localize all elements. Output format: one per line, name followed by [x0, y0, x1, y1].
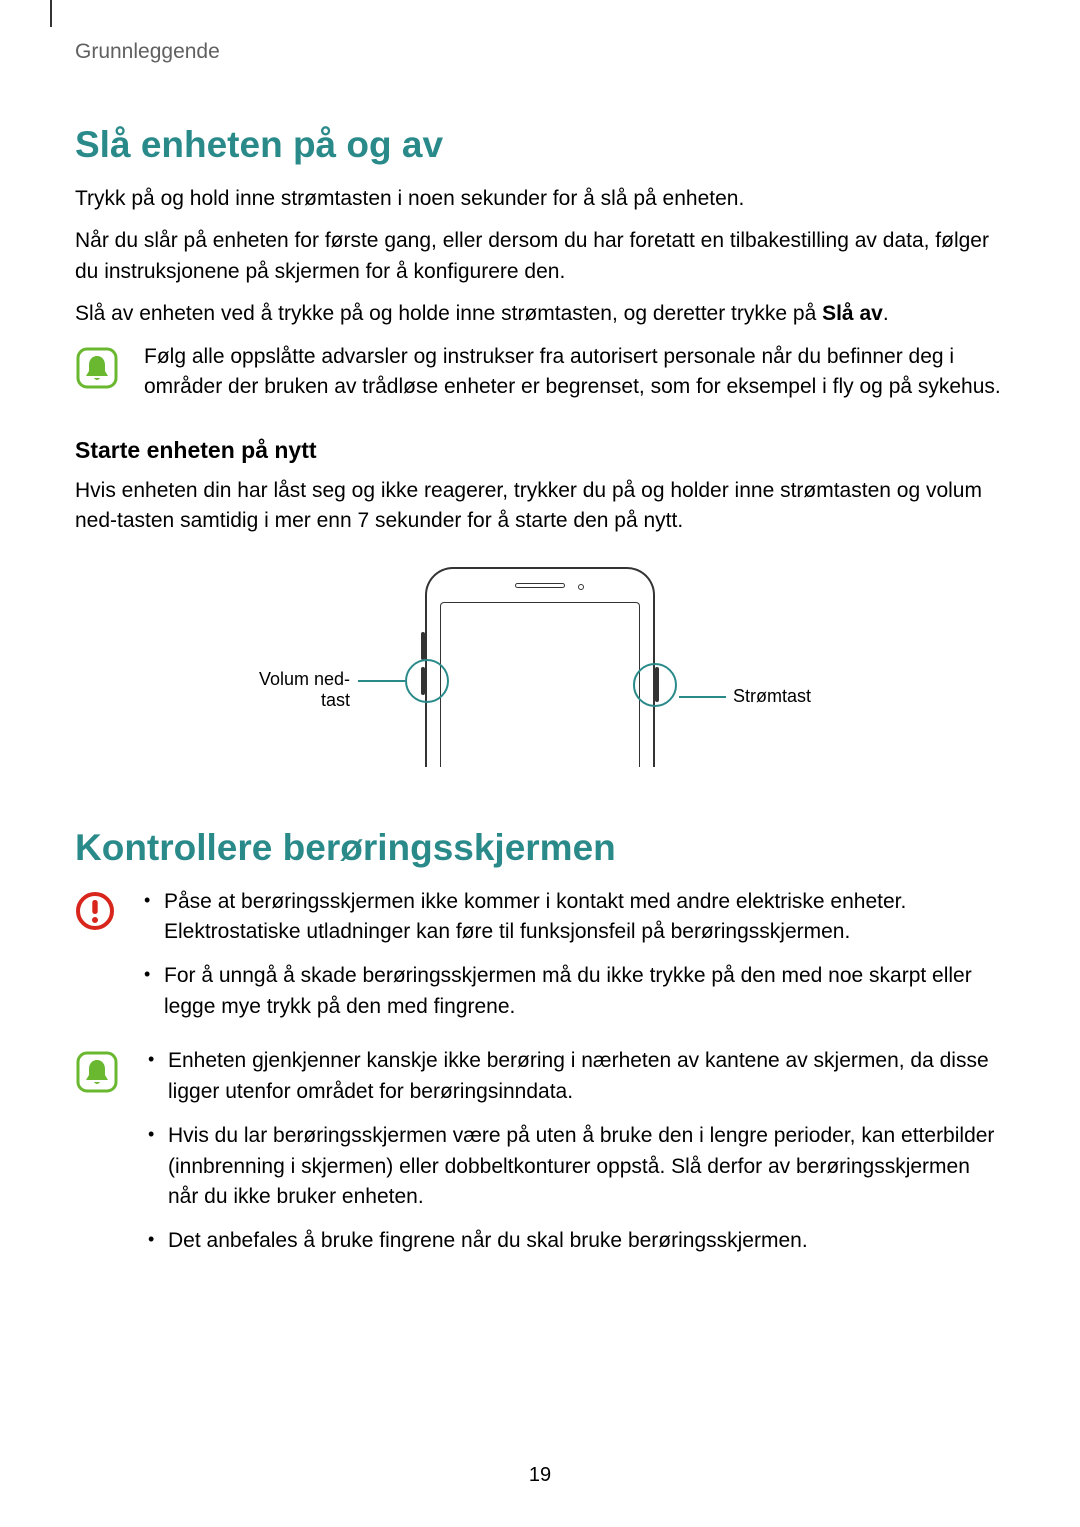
leader-line-left [358, 680, 405, 682]
phone-camera [578, 584, 584, 590]
section-header: Grunnleggende [75, 40, 1005, 64]
bell-note-icon [75, 1050, 119, 1094]
volume-up-button [421, 632, 425, 660]
heading-touchscreen: Kontrollere berøringsskjermen [75, 827, 1005, 869]
info-bullet-2: Hvis du lar berøringsskjermen være på ut… [144, 1121, 1005, 1212]
para-3-bold: Slå av [822, 302, 883, 325]
highlight-circle-left [405, 659, 449, 703]
note-block-1: Følg alle oppslåtte advarsler og instruk… [75, 342, 1005, 403]
para-3: Slå av enheten ved å trykke på og holde … [75, 299, 1005, 329]
para-3-post: . [883, 302, 889, 325]
label-power: Strømtast [733, 686, 811, 707]
page-number: 19 [0, 1464, 1080, 1487]
phone-speaker [515, 583, 565, 588]
subheading-restart: Starte enheten på nytt [75, 437, 1005, 464]
note-text-1: Følg alle oppslåtte advarsler og instruk… [144, 342, 1005, 403]
heading-power: Slå enheten på og av [75, 124, 1005, 166]
label-volume-down: Volum ned-tast [230, 669, 350, 711]
para-1: Trykk på og hold inne strømtasten i noen… [75, 184, 1005, 214]
note-para-1: Følg alle oppslåtte advarsler og instruk… [144, 342, 1005, 403]
caution-icon [75, 891, 115, 931]
info-block-2: Enheten gjenkjenner kanskje ikke berørin… [75, 1046, 1005, 1271]
para-3-pre: Slå av enheten ved å trykke på og holde … [75, 302, 822, 325]
warning-block: Påse at berøringsskjermen ikke kommer i … [75, 887, 1005, 1037]
phone-diagram-wrap: Volum ned-tast Strømtast [75, 567, 1005, 767]
leader-line-right [679, 696, 726, 698]
info-bullet-3: Det anbefales å bruke fingrene når du sk… [144, 1226, 1005, 1256]
info-bullet-1: Enheten gjenkjenner kanskje ikke berørin… [144, 1046, 1005, 1107]
warning-list: Påse at berøringsskjermen ikke kommer i … [140, 887, 1005, 1023]
warning-text: Påse at berøringsskjermen ikke kommer i … [140, 887, 1005, 1037]
highlight-circle-right [633, 663, 677, 707]
info-text-2: Enheten gjenkjenner kanskje ikke berørin… [144, 1046, 1005, 1271]
page-margin-marker [50, 0, 52, 27]
warn-bullet-1: Påse at berøringsskjermen ikke kommer i … [140, 887, 1005, 948]
para-4: Hvis enheten din har låst seg og ikke re… [75, 476, 1005, 537]
page-content: Grunnleggende Slå enheten på og av Trykk… [0, 0, 1080, 1271]
warn-bullet-2: For å unngå å skade berøringsskjermen må… [140, 961, 1005, 1022]
phone-diagram: Volum ned-tast Strømtast [230, 567, 850, 767]
bell-note-icon [75, 346, 119, 390]
phone-screen [440, 602, 640, 767]
info-list: Enheten gjenkjenner kanskje ikke berørin… [144, 1046, 1005, 1257]
para-2: Når du slår på enheten for første gang, … [75, 226, 1005, 287]
